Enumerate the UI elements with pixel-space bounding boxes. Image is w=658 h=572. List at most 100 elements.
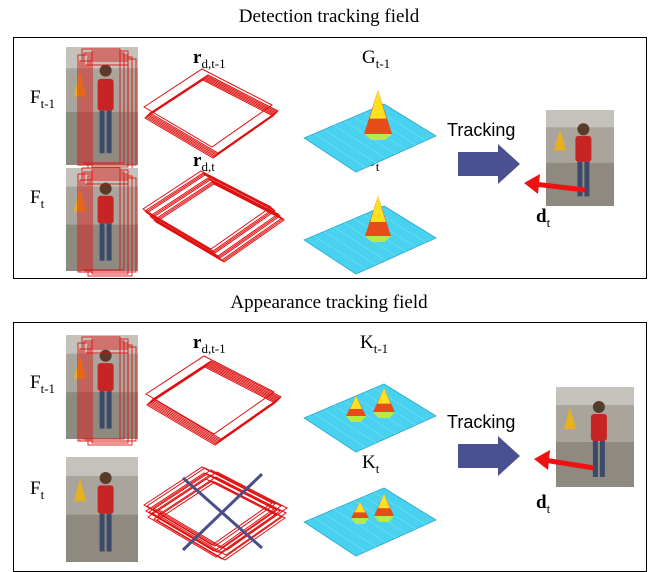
surface-base [364,134,392,140]
leg [577,161,583,197]
wall [556,387,634,405]
surface-grid [313,235,367,270]
jacket [575,135,592,162]
surface-grid [333,125,387,159]
region-box [146,77,276,157]
frame-photo [66,47,138,170]
traffic-cone [74,478,86,502]
surface-grid [313,413,367,448]
region-box [153,181,283,261]
surface-peak [350,396,362,409]
tracking-label: Tracking [447,120,516,140]
surface-grid [323,231,377,266]
cross-line [181,472,264,552]
surface-base [373,412,395,418]
leg [106,110,112,154]
displacement-arrowhead [524,174,540,194]
surface-peak [370,196,386,222]
displacement-label: dt [536,492,551,516]
head [99,472,112,484]
region-box [145,472,275,552]
leg [106,513,112,552]
leg [599,441,605,477]
density-label: Gt-1 [362,47,391,71]
leg [99,391,105,429]
region-stack [143,68,279,159]
region-box [156,481,286,561]
leg [99,513,105,552]
bounding-box [87,175,133,277]
region-box [151,474,281,554]
leg [99,110,105,154]
density-surface [303,383,437,453]
wall [546,110,614,128]
wall [66,335,138,354]
jacket [97,195,114,224]
surface-peak [378,494,390,509]
region-label: rd,t-1 [193,332,226,356]
surface-grid [333,227,387,261]
displacement-arrow [533,181,586,193]
region-stack [143,466,288,561]
tracking-arrow [458,436,520,476]
region-box [143,68,273,148]
frame-label: Ft [30,478,45,502]
surface-peak [377,388,391,404]
region-box [148,364,278,444]
surface-grid [313,517,367,552]
leg [106,391,112,429]
surface-grid [343,504,397,539]
region-label: rd,t-1 [193,47,226,71]
surface-plane [303,383,437,453]
surface-peak [354,502,366,513]
surface-base [346,416,366,422]
head [577,123,590,136]
bounding-box [81,48,121,164]
frame-photo [66,167,138,277]
bounding-box [87,344,133,446]
region-box [145,355,275,435]
tracking-label: Tracking [447,412,516,432]
displacement-arrowhead [534,450,550,470]
leg [592,441,598,477]
surface-grid [323,129,377,164]
surface-base [374,516,394,522]
region-label: rd,t [193,150,215,174]
region-box [149,74,279,154]
bounding-box [77,342,129,442]
region-box [152,360,282,440]
region-stack [145,355,282,446]
surface-grid [333,509,387,543]
frame-photo [66,335,138,446]
frame-label: Ft [30,187,45,211]
surface-grid [323,409,377,444]
appearance-title: Appearance tracking field [230,292,428,313]
traffic-cone [554,129,566,151]
frame-photo [66,457,138,562]
frame-label: Ft-1 [30,87,56,111]
surface-grid [313,133,367,168]
density-surface [303,196,437,275]
bounding-box [77,173,129,273]
leg [99,223,105,261]
leg [584,161,590,197]
jacket [97,363,114,392]
surface-base [365,236,391,242]
jacket [97,485,114,514]
surface-plane [303,487,437,557]
frame-label: Ft-1 [30,372,56,396]
wall [66,457,138,476]
region-box [144,172,274,252]
head [99,182,112,195]
frame-photo [546,110,614,206]
head [592,401,605,413]
detection-title: Detection tracking field [238,6,420,27]
frame-photo [556,387,634,487]
density-label: Kt [362,452,380,476]
leg [106,223,112,261]
region-box [147,478,277,558]
region-stack [142,170,285,263]
bounding-box [77,54,129,166]
density-label: Kt-1 [360,332,389,356]
